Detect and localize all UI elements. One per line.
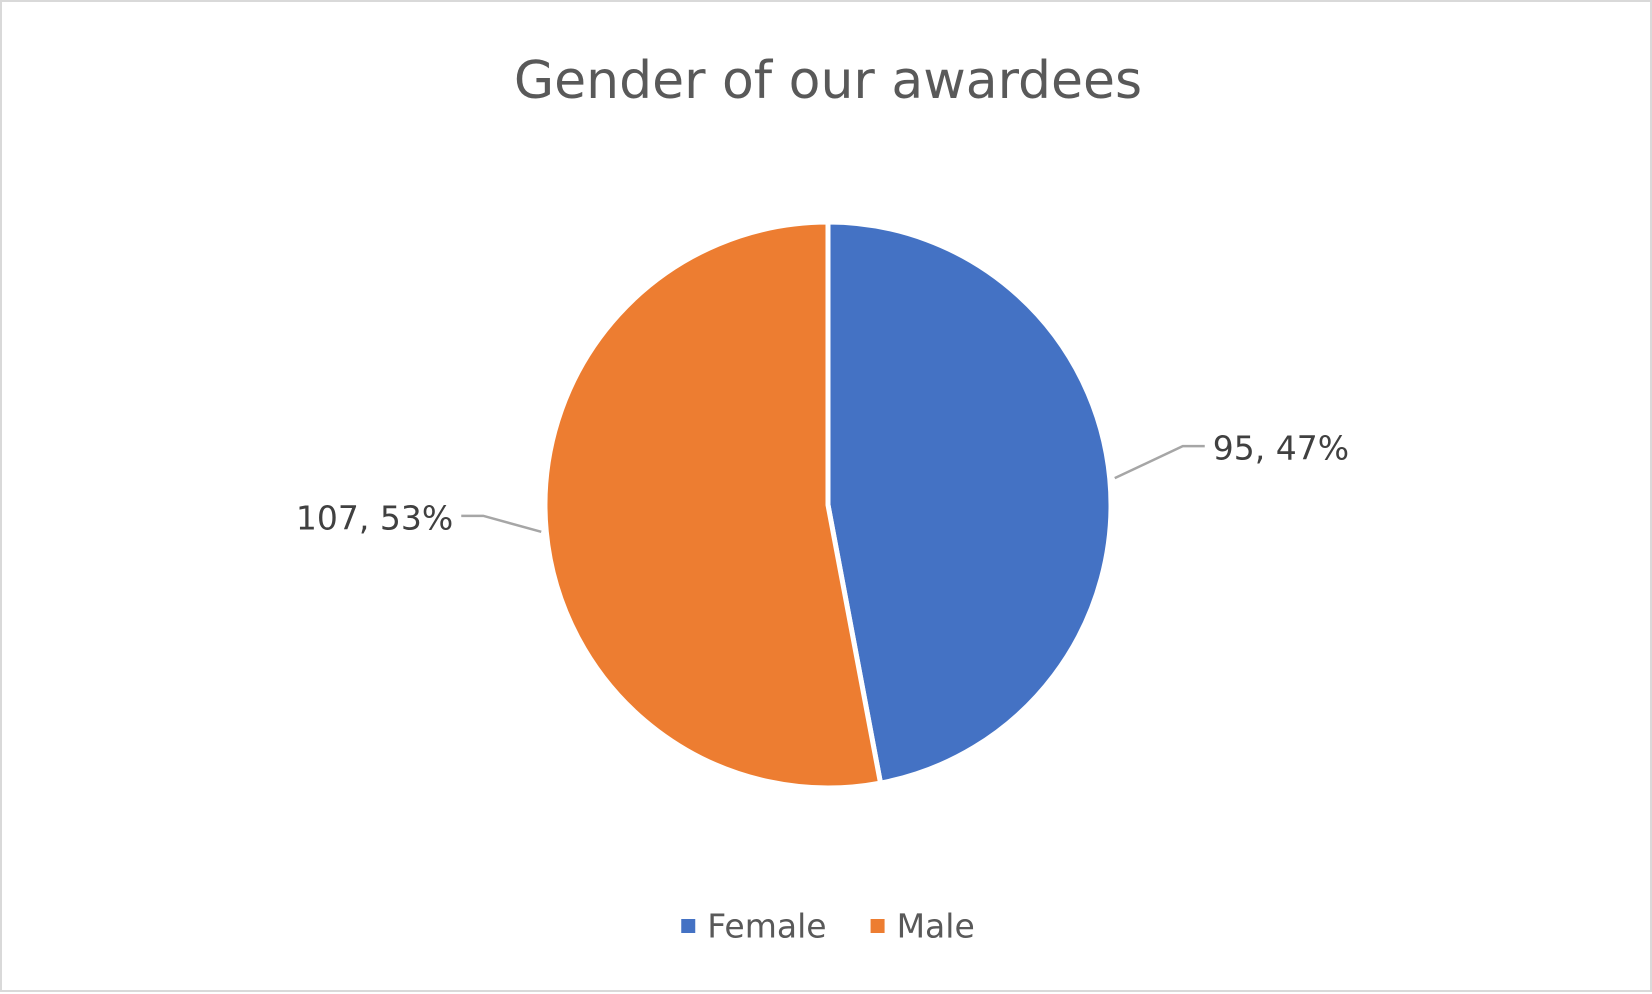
- leader-lines: [461, 444, 1205, 534]
- leader-line-male: [461, 514, 542, 534]
- data-labels: 95, 47% 107, 53%: [296, 429, 1349, 538]
- legend-item-male: Male: [870, 907, 975, 946]
- legend-label-female: Female: [707, 907, 826, 946]
- legend: Female Male: [681, 907, 975, 946]
- data-label-female: 95, 47%: [1213, 429, 1349, 468]
- pie-slice-male: [542, 219, 884, 791]
- leader-line-female: [1114, 444, 1205, 480]
- legend-swatch-male: [870, 919, 885, 933]
- pie-slices: [542, 219, 1114, 791]
- legend-item-female: Female: [681, 907, 827, 946]
- data-label-male: 107, 53%: [296, 498, 453, 537]
- chart-title: Gender of our awardees: [514, 51, 1142, 111]
- legend-swatch-female: [681, 919, 696, 933]
- legend-label-male: Male: [897, 907, 975, 946]
- pie-slice-female: [825, 219, 1114, 786]
